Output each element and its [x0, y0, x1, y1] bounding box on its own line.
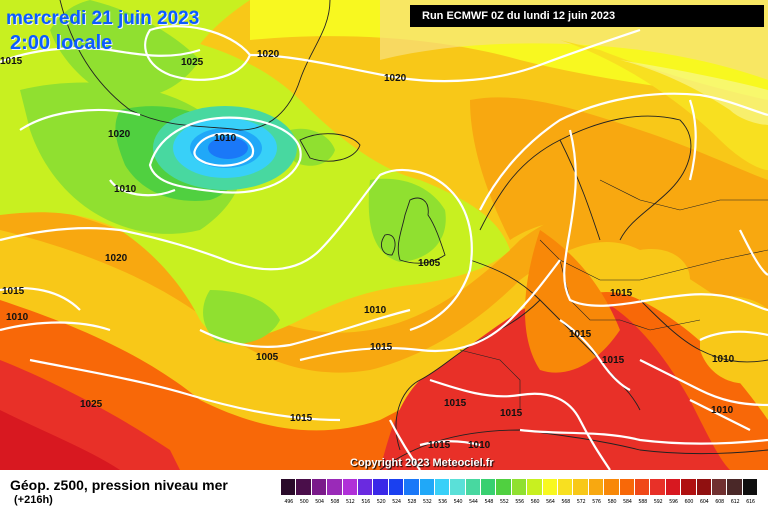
- isobar-label: 1010: [712, 354, 735, 365]
- isobar-label: 1025: [80, 399, 103, 410]
- color-scale-value: 556: [515, 499, 524, 505]
- color-scale-swatch: [296, 479, 312, 495]
- color-scale-value: 564: [546, 499, 555, 505]
- color-scale-swatch: [588, 479, 605, 495]
- color-scale-swatch: [434, 479, 451, 495]
- isobar-label: 1020: [257, 49, 280, 60]
- color-scale-swatch: [327, 479, 343, 495]
- model-run-banner: Run ECMWF 0Z du lundi 12 juin 2023: [410, 5, 764, 27]
- isobar-label: 1010: [6, 312, 29, 323]
- color-scale-value: 548: [484, 499, 494, 505]
- color-scale-value: 528: [407, 499, 417, 505]
- color-scale-value: 544: [469, 499, 478, 505]
- color-scale-swatch: [388, 479, 405, 495]
- color-scale-swatch: [511, 479, 528, 495]
- isobar-label: 1015: [569, 329, 592, 340]
- color-scale-swatch: [404, 479, 420, 495]
- isobar-label: 1005: [256, 352, 279, 363]
- color-scale-value: 560: [530, 499, 540, 505]
- isobar-label: 1020: [384, 73, 407, 84]
- color-scale-value: 504: [315, 499, 324, 505]
- color-scale-swatch: [311, 479, 328, 495]
- isobar-label: 1015: [428, 440, 451, 451]
- color-scale-swatch: [558, 479, 574, 495]
- color-scale-value: 612: [730, 499, 740, 505]
- color-scale-swatch: [742, 479, 759, 495]
- color-scale-value: 596: [669, 499, 678, 505]
- isobar-label: 1010: [711, 405, 734, 416]
- color-scale-swatch: [542, 479, 559, 495]
- color-scale-swatch: [727, 479, 743, 495]
- color-scale-swatch: [373, 479, 389, 495]
- isobar-label: 1015: [290, 413, 313, 424]
- color-scale-value: 580: [607, 499, 617, 505]
- color-scale-swatch: [711, 479, 728, 495]
- color-scale-swatch: [634, 479, 651, 495]
- color-scale-swatch: [496, 479, 512, 495]
- color-scale-value: 616: [746, 499, 755, 505]
- isobar-label: 1015: [500, 408, 523, 419]
- isobar-label: 1015: [2, 286, 25, 297]
- isobar-label: 1020: [108, 129, 131, 140]
- color-scale-swatch: [342, 479, 358, 495]
- color-scale-swatch: [573, 479, 589, 495]
- color-scale-swatch: [650, 479, 666, 495]
- color-scale-value: 552: [499, 499, 509, 505]
- isobar-label: 1010: [114, 184, 137, 195]
- color-scale-value: 572: [576, 499, 586, 505]
- color-scale-value: 516: [361, 499, 370, 505]
- color-scale: [281, 479, 759, 495]
- color-scale-swatch: [465, 479, 482, 495]
- color-scale-swatch: [481, 479, 497, 495]
- isobar-label: 1010: [468, 440, 491, 451]
- copyright-notice: Copyright 2023 Meteociel.fr: [350, 457, 494, 469]
- isobar-label: 1015: [0, 56, 23, 67]
- color-scale-swatch: [681, 479, 697, 495]
- forecast-local-time: 2:00 locale: [10, 32, 113, 54]
- isobar-label: 1010: [214, 133, 237, 144]
- color-scale-value: 600: [684, 499, 694, 505]
- color-scale-swatch: [450, 479, 466, 495]
- color-scale-swatch: [665, 479, 682, 495]
- isobar-label: 1025: [181, 57, 204, 68]
- color-scale-swatch: [419, 479, 435, 495]
- legend-lead-time: (+216h): [14, 494, 53, 506]
- color-scale-value: 500: [299, 499, 309, 505]
- color-scale-swatch: [604, 479, 620, 495]
- color-scale-value: 588: [638, 499, 647, 505]
- color-scale-value: 532: [422, 499, 432, 505]
- isobar-label: 1010: [364, 305, 387, 316]
- color-scale-value: 592: [653, 499, 663, 505]
- isobar-label: 1020: [105, 253, 128, 264]
- color-scale-swatch: [281, 479, 297, 495]
- color-scale-value: 540: [453, 499, 463, 505]
- color-scale-value: 568: [561, 499, 571, 505]
- color-scale-value: 576: [592, 499, 601, 505]
- isobar-label: 1005: [418, 258, 441, 269]
- color-scale-swatch: [527, 479, 543, 495]
- isobar-label: 1015: [602, 355, 625, 366]
- isobar-label: 1015: [610, 288, 633, 299]
- forecast-date: mercredi 21 juin 2023: [6, 8, 200, 29]
- color-scale-value: 512: [345, 499, 355, 505]
- color-scale-value: 508: [330, 499, 340, 505]
- weather-map: 1015 1025 1020 1020 1010 1020 1010 1020 …: [0, 0, 768, 470]
- color-scale-value: 608: [715, 499, 724, 505]
- color-scale-swatch: [619, 479, 635, 495]
- color-scale-swatch: [357, 479, 374, 495]
- color-scale-labels: 496 500 504 508 512 516 520 524 528 532 536 540 544 5…: [281, 499, 758, 505]
- color-scale-value: 496: [284, 499, 294, 505]
- legend-footer: Géop. z500, pression niveau mer (+216h) …: [0, 470, 768, 512]
- color-scale-value: 520: [376, 499, 386, 505]
- color-scale-value: 524: [392, 499, 401, 505]
- color-scale-value: 536: [438, 499, 447, 505]
- color-scale-swatch: [696, 479, 712, 495]
- geopotential-field: 1015 1025 1020 1020 1010 1020 1010 1020 …: [0, 0, 768, 470]
- color-scale-value: 584: [622, 499, 632, 505]
- legend-title: Géop. z500, pression niveau mer: [10, 477, 228, 493]
- color-scale-value: 604: [699, 499, 709, 505]
- isobar-label: 1015: [444, 398, 467, 409]
- isobar-label: 1015: [370, 342, 393, 353]
